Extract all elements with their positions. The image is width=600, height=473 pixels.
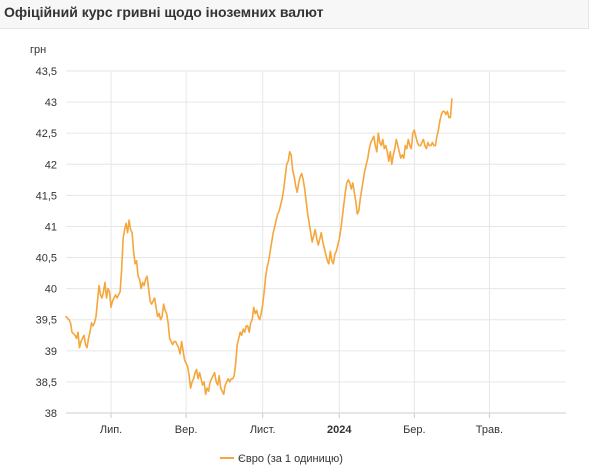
y-tick-label: 39 <box>45 346 57 358</box>
x-tick-label: Вер. <box>175 424 198 436</box>
x-tick-label: Лист. <box>250 424 276 436</box>
chart-title: Офіційний курс гривні щодо іноземних вал… <box>4 4 324 20</box>
y-tick-label: 39,5 <box>36 315 57 327</box>
y-tick-label: 42 <box>45 159 57 171</box>
x-tick-label: Бер. <box>403 424 426 436</box>
y-tick-label: 40,5 <box>36 253 57 265</box>
series-line[interactable] <box>65 98 453 396</box>
y-tick-label: 41,5 <box>36 190 57 202</box>
y-tick-label: 43 <box>45 97 57 109</box>
x-tick-label: Лип. <box>100 424 122 436</box>
legend[interactable]: Євро (за 1 одиницю) <box>220 453 343 465</box>
y-tick-label: 40 <box>45 284 57 296</box>
line-chart: грн 38 38,5 39 39,5 40 40,5 41 41,5 42 42,5 43 43,5… <box>30 44 566 465</box>
y-tick-label: 42,5 <box>36 128 57 140</box>
grid-lines <box>66 70 566 414</box>
y-tick-label: 38 <box>45 408 57 420</box>
legend-label[interactable]: Євро (за 1 одиницю) <box>238 453 343 465</box>
y-tick-label: 38,5 <box>36 377 57 389</box>
x-tick-label: Трав. <box>476 424 503 436</box>
x-axis-ticks: Лип. Вер. Лист. 2024 Бер. Трав. <box>100 413 503 436</box>
y-axis-unit: грн <box>30 44 46 56</box>
y-tick-label: 41 <box>45 221 57 233</box>
series-group <box>65 98 453 396</box>
chart-header: Офіційний курс гривні щодо іноземних вал… <box>0 0 589 29</box>
x-tick-label: 2024 <box>327 424 352 436</box>
y-axis-ticks: 38 38,5 39 39,5 40 40,5 41 41,5 42 42,5 43 43,5 <box>36 66 57 420</box>
y-tick-label: 43,5 <box>36 66 57 78</box>
